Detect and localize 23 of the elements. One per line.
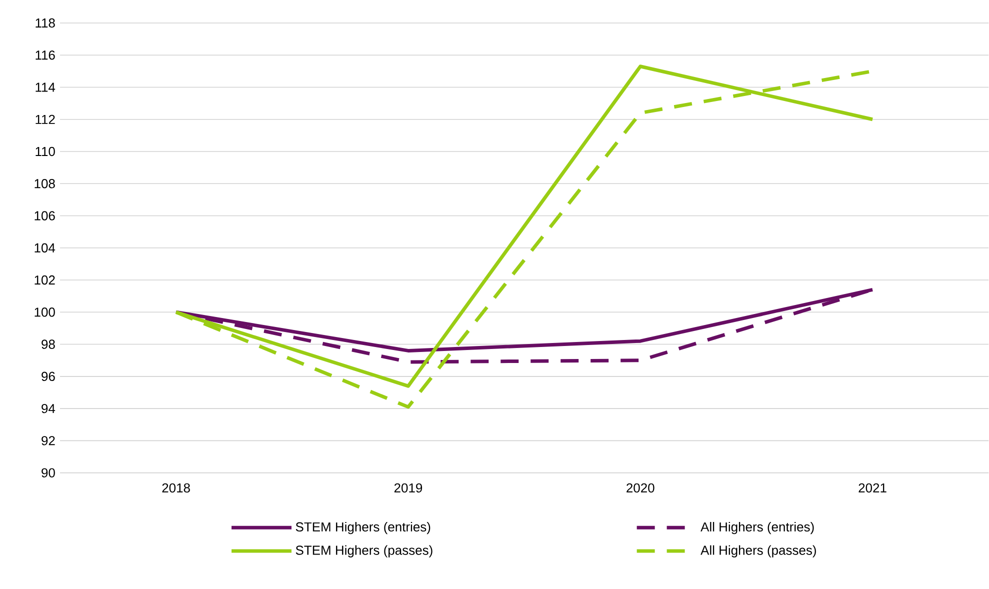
legend-label: STEM Highers (entries) bbox=[296, 522, 430, 534]
y-tick-label: 112 bbox=[36, 114, 55, 124]
legend-label: STEM Highers (passes) bbox=[296, 545, 432, 558]
y-tick-label: 110 bbox=[36, 147, 55, 156]
y-tick-label: 108 bbox=[34, 179, 55, 188]
y-tick-label: 90 bbox=[42, 468, 55, 478]
legend-label: All Highers (passes) bbox=[700, 545, 816, 558]
y-tick-label: 102 bbox=[34, 276, 55, 285]
y-tick-label: 98 bbox=[42, 340, 55, 350]
y-tick-label: 114 bbox=[36, 82, 56, 92]
x-tick-label: 2018 bbox=[162, 483, 190, 493]
y-tick-label: 100 bbox=[34, 308, 55, 317]
x-tick-label: 2019 bbox=[394, 483, 422, 493]
y-tick-label: 118 bbox=[36, 18, 55, 28]
y-tick-label: 92 bbox=[42, 436, 55, 446]
x-tick-label: 2021 bbox=[858, 483, 886, 493]
y-tick-label: 96 bbox=[42, 372, 55, 382]
y-tick-label: 94 bbox=[42, 404, 56, 414]
y-tick-label: 116 bbox=[36, 50, 55, 60]
y-tick-label: 106 bbox=[34, 211, 55, 220]
y-tick-label: 104 bbox=[34, 243, 56, 253]
x-tick-label: 2020 bbox=[626, 483, 654, 493]
legend-label: All Highers (entries) bbox=[700, 522, 814, 534]
